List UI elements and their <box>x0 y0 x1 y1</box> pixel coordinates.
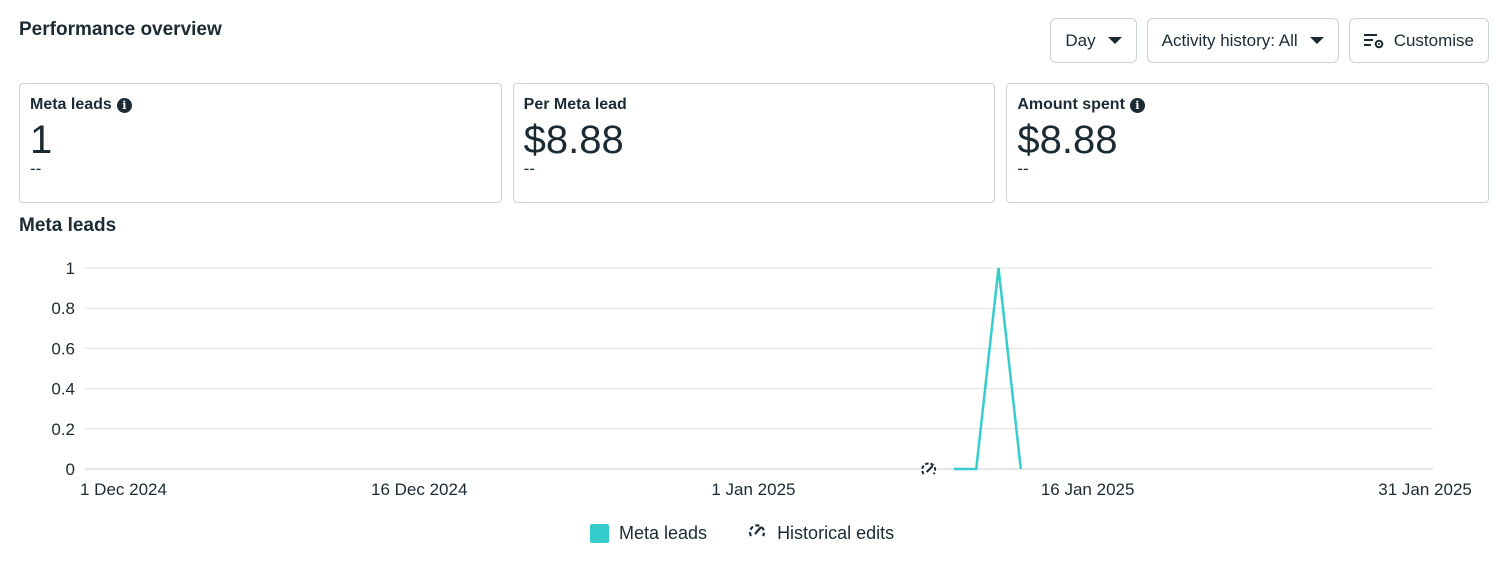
legend-item-historical-edits[interactable]: Historical edits <box>747 521 894 546</box>
metric-label: Per Meta lead <box>523 96 627 113</box>
metric-cards: Meta leads i 1 -- Per Meta lead $8.88 --… <box>19 83 1490 203</box>
customise-settings-icon <box>1363 33 1384 49</box>
day-dropdown[interactable]: Day <box>1050 18 1137 63</box>
activity-history-dropdown[interactable]: Activity history: All <box>1146 18 1339 63</box>
activity-history-label: Activity history: All <box>1161 30 1298 50</box>
series-swatch <box>590 524 609 543</box>
page-title: Performance overview <box>19 19 222 40</box>
metric-card-amount-spent[interactable]: Amount spent i $8.88 -- <box>1006 83 1490 203</box>
x-tick-label: 1 Dec 2024 <box>80 480 167 499</box>
caret-down-icon <box>1107 37 1122 44</box>
metric-value: $8.88 <box>1017 118 1118 162</box>
metric-comparison: -- <box>1017 159 1029 178</box>
day-dropdown-label: Day <box>1065 30 1096 50</box>
chart-title: Meta leads <box>19 215 117 236</box>
customise-label: Customise <box>1393 30 1474 50</box>
historical-edits-icon <box>747 521 767 546</box>
legend-label: Historical edits <box>777 523 895 543</box>
info-icon[interactable]: i <box>116 97 132 113</box>
x-tick-label: 16 Dec 2024 <box>371 480 467 499</box>
metric-card-meta-leads[interactable]: Meta leads i 1 -- <box>19 83 502 203</box>
y-tick-label: 0.2 <box>51 420 75 439</box>
y-tick-label: 0.6 <box>51 339 75 358</box>
toolbar: Day Activity history: All Customise <box>1050 18 1489 63</box>
x-tick-label: 1 Jan 2025 <box>711 480 795 499</box>
y-tick-label: 0.8 <box>51 299 75 318</box>
caret-down-icon <box>1309 37 1324 44</box>
metric-comparison: -- <box>30 159 42 178</box>
metric-value: $8.88 <box>523 118 624 162</box>
metric-value: 1 <box>30 118 53 162</box>
metric-card-per-meta-lead[interactable]: Per Meta lead $8.88 -- <box>512 83 996 203</box>
legend-item-meta-leads[interactable]: Meta leads <box>590 523 707 544</box>
legend-label: Meta leads <box>619 523 708 543</box>
info-icon[interactable]: i <box>1129 97 1145 113</box>
x-tick-label: 31 Jan 2025 <box>1378 480 1472 499</box>
y-tick-label: 0.4 <box>51 380 75 399</box>
chart-legend: Meta leads Historical edits <box>590 521 894 546</box>
y-tick-label: 1 <box>66 259 75 278</box>
customise-button[interactable]: Customise <box>1348 18 1489 63</box>
x-tick-label: 16 Jan 2025 <box>1041 480 1135 499</box>
meta-leads-line-chart: 0 0.2 0.4 0.6 0.8 1 1 Dec 2024 16 Dec 2024 1 Jan… <box>51 259 1472 499</box>
metric-comparison: -- <box>523 159 535 178</box>
historical-edit-marker[interactable] <box>920 462 937 478</box>
metric-label: Amount spent <box>1017 96 1125 113</box>
metric-label: Meta leads <box>30 96 112 113</box>
series-line-meta-leads <box>953 267 1023 471</box>
y-tick-label: 0 <box>66 460 75 479</box>
